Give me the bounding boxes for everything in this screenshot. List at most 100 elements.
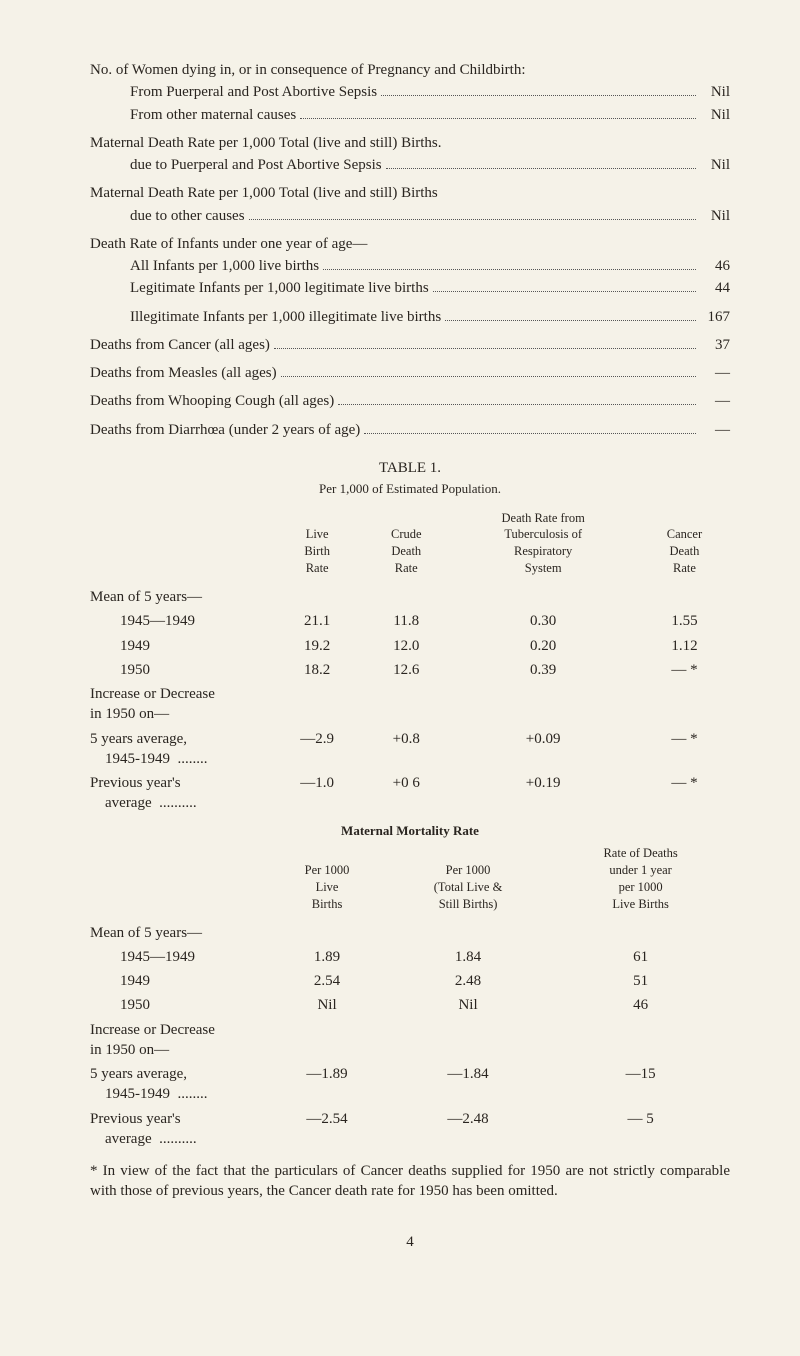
stat-line: Deaths from Diarrhœa (under 2 years of a… [90,420,730,440]
stat-label: Deaths from Cancer (all ages) [90,335,270,355]
cell: +0.09 [447,727,639,772]
stat-line: due to other causesNil [90,206,730,226]
cell: 51 [551,969,730,993]
cell: +0 6 [365,771,447,816]
cell: 12.6 [365,658,447,682]
row-label: 1949 [90,969,269,993]
cell: 0.30 [447,609,639,633]
table-row: 1945—194921.111.80.301.55 [90,609,730,633]
stat-line: Deaths from Cancer (all ages) 37 [90,335,730,355]
stat-line: Legitimate Infants per 1,000 legitimate … [90,278,730,298]
stat-label: Deaths from Measles (all ages) [90,363,277,383]
stat-label: due to other causes [130,206,245,226]
leader-dots [249,219,696,220]
leader-dots [445,320,696,321]
table-row: 5 years average, 1945-1949 ........—2.9+… [90,727,730,772]
table1-header-cancer: CancerDeathRate [639,508,730,586]
stat-label: Legitimate Infants per 1,000 legitimate … [130,278,429,298]
stat-line: Illegitimate Infants per 1,000 illegitim… [90,307,730,327]
cell: 11.8 [365,609,447,633]
cell: Nil [269,993,385,1017]
stat-value: — [700,391,730,411]
cell: +0.19 [447,771,639,816]
stat-value: 46 [700,256,730,276]
cell: 1.12 [639,634,730,658]
cell: 0.39 [447,658,639,682]
mortality-header-per1000-total: Per 1000(Total Live &Still Births) [385,843,551,921]
leader-dots [338,404,696,405]
table-row: Previous year's average ..........—1.0+0… [90,771,730,816]
cell: —1.89 [269,1062,385,1107]
cell: —1.0 [269,771,365,816]
table-row: 5 years average, 1945-1949 ........—1.89… [90,1062,730,1107]
cell: 18.2 [269,658,365,682]
table-row: 1950NilNil46 [90,993,730,1017]
table-group-label: Increase or Decreasein 1950 on— [90,1018,730,1063]
stat-line: Maternal Death Rate per 1,000 Total (liv… [90,183,730,203]
row-label: 1945—1949 [90,609,269,633]
stat-label: From other maternal causes [130,105,296,125]
stat-value: Nil [700,82,730,102]
stat-label: Deaths from Whooping Cough (all ages) [90,391,334,411]
cell: 12.0 [365,634,447,658]
table-row: Previous year's average ..........—2.54—… [90,1107,730,1152]
cell: —2.48 [385,1107,551,1152]
maternal-mortality-title: Maternal Mortality Rate [90,822,730,840]
stat-line: Maternal Death Rate per 1,000 Total (liv… [90,133,730,153]
cell: +0.8 [365,727,447,772]
table-group-label: Increase or Decreasein 1950 on— [90,682,730,727]
cell: 61 [551,945,730,969]
cell: 46 [551,993,730,1017]
stat-value: — [700,420,730,440]
leader-dots [281,376,696,377]
leader-dots [364,433,696,434]
row-label: Previous year's average .......... [90,771,269,816]
leader-dots [323,269,696,270]
cell: 19.2 [269,634,365,658]
table-1-subtitle: Per 1,000 of Estimated Population. [90,480,730,498]
row-label: 1945—1949 [90,945,269,969]
table-1-title: TABLE 1. [90,458,730,478]
stat-line: Deaths from Measles (all ages) — [90,363,730,383]
stat-value: 37 [700,335,730,355]
stat-label: Illegitimate Infants per 1,000 illegitim… [130,307,441,327]
stat-line: Deaths from Whooping Cough (all ages) — [90,391,730,411]
table-row: 19492.542.4851 [90,969,730,993]
row-label: Previous year's average .......... [90,1107,269,1152]
table-mortality: Per 1000LiveBirths Per 1000(Total Live &… [90,843,730,1151]
table1-header-crude-death: CrudeDeathRate [365,508,447,586]
row-label: 5 years average, 1945-1949 ........ [90,727,269,772]
row-label: 1949 [90,634,269,658]
table-row: 195018.212.60.39— * [90,658,730,682]
cell: 2.48 [385,969,551,993]
row-label: 5 years average, 1945-1949 ........ [90,1062,269,1107]
stat-line: Death Rate of Infants under one year of … [90,234,730,254]
stat-label: No. of Women dying in, or in consequence… [90,60,526,80]
stat-value: — [700,363,730,383]
cell: 1.89 [269,945,385,969]
stat-value: 44 [700,278,730,298]
stat-label: due to Puerperal and Post Abortive Sepsi… [130,155,382,175]
table-group-label: Mean of 5 years— [90,921,730,945]
cell: — * [639,727,730,772]
cell: — * [639,771,730,816]
cell: 1.55 [639,609,730,633]
mortality-header-rate-deaths: Rate of Deathsunder 1 yearper 1000Live B… [551,843,730,921]
cell: 2.54 [269,969,385,993]
leader-dots [386,168,696,169]
stat-line: No. of Women dying in, or in consequence… [90,60,730,80]
leader-dots [433,291,696,292]
table-1: LiveBirthRate CrudeDeathRate Death Rate … [90,508,730,816]
cell: 1.84 [385,945,551,969]
cell: —15 [551,1062,730,1107]
row-label: 1950 [90,993,269,1017]
cell: — * [639,658,730,682]
stat-line: From Puerperal and Post Abortive SepsisN… [90,82,730,102]
table1-header-live-birth: LiveBirthRate [269,508,365,586]
stat-value: Nil [700,155,730,175]
cell: Nil [385,993,551,1017]
stat-line: All Infants per 1,000 live births46 [90,256,730,276]
statistics-list: No. of Women dying in, or in consequence… [90,60,730,440]
stat-label: Death Rate of Infants under one year of … [90,234,367,254]
footnote: * In view of the fact that the particula… [90,1161,730,1202]
